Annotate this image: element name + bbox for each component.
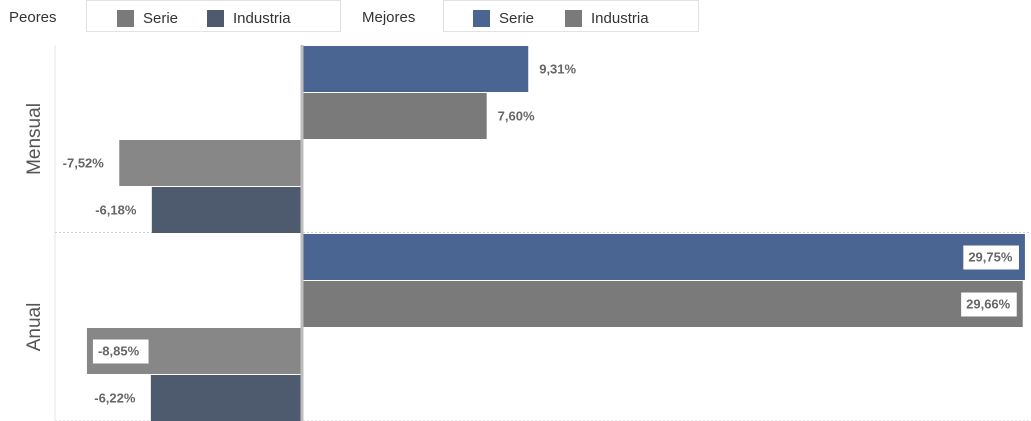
data-label: 29,75% <box>968 250 1013 265</box>
data-label: -6,18% <box>95 203 137 218</box>
bar <box>302 46 529 92</box>
category-label: Mensual <box>24 103 45 175</box>
legend-label: Industria <box>233 9 291 27</box>
legend-swatch-icon <box>565 9 582 27</box>
data-label-box <box>92 339 149 364</box>
legend-best-box: Serie Industria <box>443 0 699 32</box>
bar <box>150 375 302 421</box>
legend-worst-serie[interactable]: Serie <box>117 9 178 27</box>
bar <box>119 140 302 186</box>
category-label: Anual <box>24 303 45 352</box>
legend-best-title: Mejores <box>362 9 416 26</box>
bar <box>302 93 487 139</box>
data-label-box <box>961 292 1017 317</box>
data-label: -8,85% <box>98 344 140 359</box>
bar-chart: Mensual 9,31% 7,60% -7,52% -6,18% Anual 29,75%… <box>24 45 1031 421</box>
legend-worst-title: Peores <box>9 9 57 26</box>
legend-label: Serie <box>143 9 179 27</box>
bar <box>302 281 1023 327</box>
legend: Peores Serie Industria Mejores Serie Ind… <box>0 0 1031 40</box>
bar <box>151 187 302 233</box>
bar <box>302 234 1025 280</box>
legend-swatch-icon <box>207 9 224 27</box>
legend-swatch-icon <box>473 9 490 27</box>
legend-worst-box: Serie Industria <box>86 0 341 32</box>
data-label-box <box>963 245 1019 270</box>
legend-label: Industria <box>591 9 649 27</box>
legend-label: Serie <box>499 9 535 27</box>
data-label: 29,66% <box>966 297 1011 312</box>
legend-best-serie[interactable]: Serie <box>473 9 534 27</box>
data-label: -7,52% <box>63 156 105 171</box>
legend-best-industria[interactable]: Industria <box>565 9 649 27</box>
data-label: 7,60% <box>498 109 535 124</box>
data-label: 9,31% <box>539 62 576 77</box>
legend-worst-industria[interactable]: Industria <box>207 9 291 27</box>
legend-swatch-icon <box>117 9 134 27</box>
data-label: -6,22% <box>94 391 136 406</box>
